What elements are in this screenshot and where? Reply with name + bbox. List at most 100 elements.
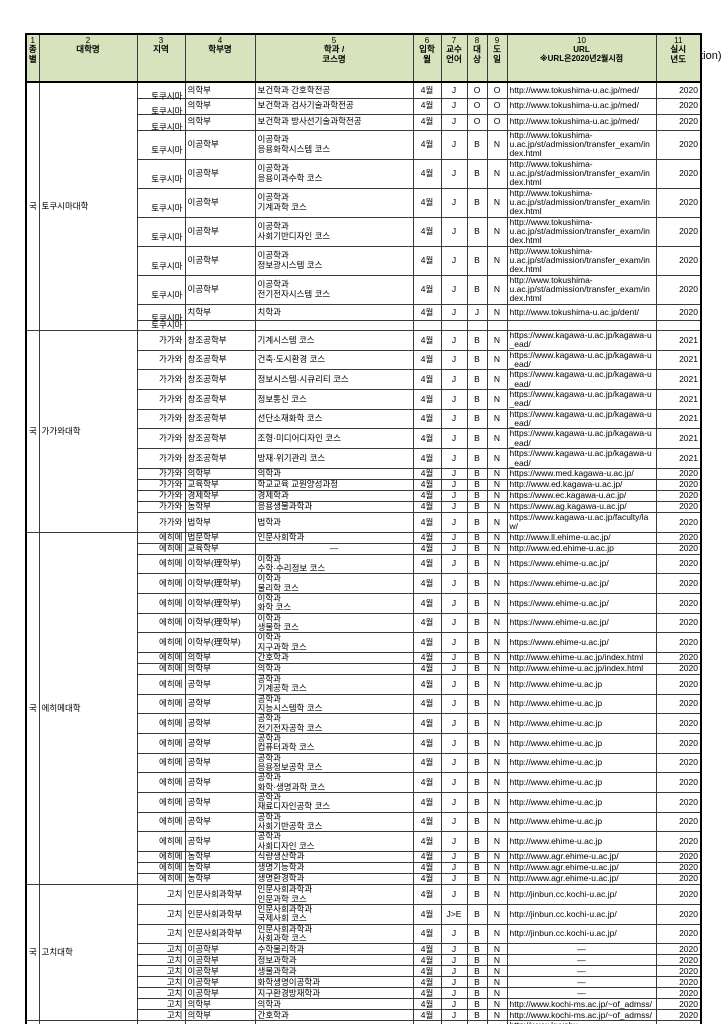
cell-target: B [466, 500, 488, 513]
col-label: 학과 / 코스명 [322, 44, 346, 64]
table-row: 국규슈대학후쿠오카문학부—4월JBNhttp://www.kyushu-u.ac… [25, 1020, 702, 1024]
cell-admission-month: 4월 [412, 862, 442, 875]
cell-arrival: N [486, 467, 508, 480]
cell-region: 에히메 [136, 752, 186, 774]
cell-language: J [440, 448, 468, 469]
cell-admission-month: 4월 [412, 349, 442, 371]
university-table: 1 종 별 2 대학명 3 지역 4 학부명 5 학과 / 코스명 6 입학 월 7 교수 언어 8 대 상 9 도 일 10 U… [25, 33, 702, 1024]
cell-region: 에히메 [136, 772, 186, 794]
cell-year: 2020 [655, 500, 702, 513]
cell-admission-month: 4월 [412, 831, 442, 853]
cell-target: B [466, 573, 488, 594]
cell-faculty: 의학부 [184, 97, 256, 115]
cell-language: J [440, 216, 468, 247]
cell-url: http://www.tokushima-u.ac.jp/st/admissio… [506, 158, 657, 189]
cell-department: 이학과 지구과학 코스 [254, 632, 414, 653]
cell-year: 2020 [655, 733, 702, 754]
cell-department: 공학과 지능시스템학 코스 [254, 693, 414, 715]
cell-category: 국 [25, 884, 40, 1022]
cell-year: 2020 [655, 113, 702, 131]
cell-language: J [440, 553, 468, 575]
cell-department: 기계시스템 코스 [254, 330, 414, 351]
cell-department: 수학물리학과 [254, 943, 414, 956]
cell-faculty: 이학부(理학부) [184, 592, 256, 614]
cell-arrival: N [486, 349, 508, 371]
cell-language: J [440, 792, 468, 813]
cell-url: http://www.ehime-u.ac.jp/index.html [506, 651, 657, 664]
cell-region: 고치 [136, 1009, 186, 1022]
cell-faculty: 창조공학부 [184, 408, 256, 430]
cell-faculty: 이공학부 [184, 129, 256, 160]
cell-target: B [466, 923, 488, 945]
cell-language: J [440, 592, 468, 614]
cell-arrival: N [486, 478, 508, 491]
cell-target [466, 319, 488, 332]
cell-faculty: 이공학부 [184, 158, 256, 189]
col-label: 대학명 [76, 44, 100, 55]
cell-url: http://www.ed.ehime-u.ac.jp [506, 542, 657, 555]
cell-language: J [440, 1009, 468, 1022]
cell-arrival: N [486, 733, 508, 754]
cell-faculty: 교육학부 [184, 542, 256, 555]
cell-target: B [466, 884, 488, 905]
cell-faculty: 이공학부 [184, 274, 256, 305]
cell-url: https://www.ehime-u.ac.jp/ [506, 553, 657, 575]
cell-department: 생물과학과 [254, 965, 414, 978]
col-label: 입학 월 [419, 44, 435, 64]
cell-admission-month: 4월 [412, 965, 442, 978]
cell-university: 고치대학 [38, 884, 138, 1022]
cell-arrival: N [486, 954, 508, 967]
cell-admission-month: 4월 [412, 903, 442, 925]
cell-arrival: N [486, 811, 508, 833]
cell-department: 인문사회과학과 국제사회 코스 [254, 903, 414, 925]
cell-faculty: 치학부 [184, 303, 256, 321]
cell-admission-month: 4월 [412, 245, 442, 276]
cell-admission-month: 4월 [412, 158, 442, 189]
cell-department: 공학과 기계공학 코스 [254, 673, 414, 695]
cell-region: 고치 [136, 923, 186, 945]
cell-url: http://jinbun.cc.kochi-u.ac.jp/ [506, 903, 657, 925]
cell-year: 2020 [655, 903, 702, 925]
cell-arrival: N [486, 531, 508, 544]
cell-department: 이공학과 응용화학시스템 코스 [254, 129, 414, 160]
cell-arrival: N [486, 245, 508, 276]
cell-region: 고치 [136, 976, 186, 989]
cell-arrival: N [486, 511, 508, 533]
cell-target: B [466, 274, 488, 305]
cell-language: J [440, 349, 468, 371]
cell-faculty: 의학부 [184, 651, 256, 664]
cell-arrival: N [486, 693, 508, 715]
cell-faculty: 이공학부 [184, 216, 256, 247]
cell-admission-month: 4월 [412, 976, 442, 989]
cell-department: 이학과 수학·수리정보 코스 [254, 553, 414, 575]
cell-university: 에히메대학 [38, 531, 138, 886]
cell-arrival: N [486, 448, 508, 469]
cell-target: B [466, 987, 488, 1000]
cell-admission-month: 4월 [412, 428, 442, 450]
cell-faculty: 공학부 [184, 713, 256, 735]
cell-language: J [440, 428, 468, 450]
cell-language: J [440, 662, 468, 675]
cell-arrival: N [486, 612, 508, 634]
cell-url: http://www.tokushima-u.ac.jp/st/admissio… [506, 245, 657, 276]
cell-year: 2020 [655, 792, 702, 813]
cell-url: https://www.ehime-u.ac.jp/ [506, 632, 657, 653]
cell-faculty: 공학부 [184, 792, 256, 813]
cell-url: ― [506, 987, 657, 1000]
cell-year: 2020 [655, 129, 702, 160]
cell-arrival: N [486, 632, 508, 653]
cell-faculty: 농학부 [184, 851, 256, 864]
cell-faculty: 이공학부 [184, 987, 256, 1000]
cell-year: 2020 [655, 1020, 702, 1024]
cell-region: 토쿠시마 [136, 187, 186, 218]
cell-url: http://www.tokushima-u.ac.jp/st/admissio… [506, 129, 657, 160]
cell-department: 화학생명이공학과 [254, 976, 414, 989]
